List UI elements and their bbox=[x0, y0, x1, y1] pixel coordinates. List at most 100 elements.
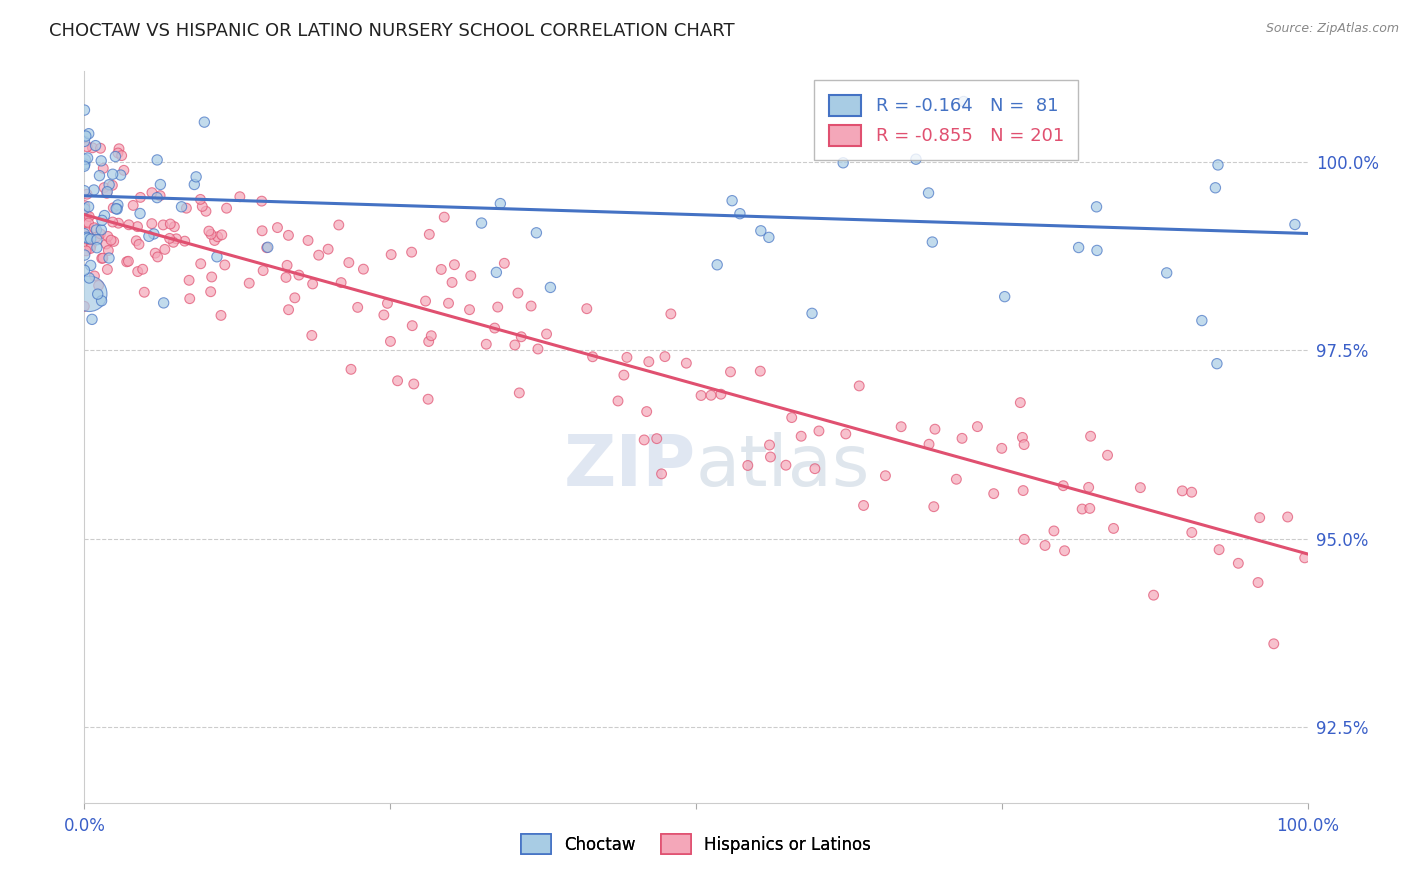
Point bbox=[101, 178, 124, 193]
Point bbox=[80, 238, 103, 252]
Point bbox=[96, 237, 118, 252]
Point bbox=[486, 300, 509, 314]
Point bbox=[73, 184, 96, 198]
Point bbox=[75, 129, 97, 144]
Point bbox=[75, 153, 97, 167]
Point bbox=[204, 234, 226, 248]
Point bbox=[301, 328, 323, 343]
Point bbox=[96, 262, 118, 277]
Point bbox=[377, 296, 399, 310]
Point bbox=[780, 410, 803, 425]
Point bbox=[1171, 483, 1194, 498]
Point bbox=[90, 252, 112, 266]
Point bbox=[720, 365, 742, 379]
Text: Source: ZipAtlas.com: Source: ZipAtlas.com bbox=[1265, 22, 1399, 36]
Point bbox=[209, 309, 232, 323]
Point bbox=[83, 220, 105, 235]
Point bbox=[952, 95, 974, 109]
Point bbox=[700, 388, 723, 402]
Point bbox=[90, 223, 112, 237]
Point bbox=[1012, 483, 1035, 498]
Point bbox=[1284, 218, 1306, 232]
Point bbox=[402, 376, 425, 391]
Point bbox=[98, 178, 121, 192]
Point bbox=[131, 262, 153, 277]
Point bbox=[1043, 524, 1066, 538]
Point bbox=[651, 467, 673, 481]
Point bbox=[758, 438, 780, 452]
Point bbox=[152, 296, 174, 310]
Point bbox=[945, 472, 967, 486]
Point bbox=[103, 201, 125, 215]
Point bbox=[73, 198, 96, 212]
Point bbox=[475, 337, 498, 351]
Point bbox=[645, 432, 668, 446]
Point bbox=[1078, 501, 1101, 516]
Point bbox=[214, 258, 236, 272]
Point bbox=[1077, 480, 1099, 494]
Point bbox=[415, 294, 437, 309]
Point bbox=[749, 364, 772, 378]
Point bbox=[581, 350, 603, 364]
Point bbox=[159, 217, 181, 231]
Point bbox=[921, 235, 943, 249]
Point bbox=[994, 290, 1017, 304]
Point bbox=[256, 240, 278, 254]
Point bbox=[443, 258, 465, 272]
Point bbox=[73, 202, 96, 216]
Point bbox=[520, 299, 543, 313]
Point bbox=[1080, 429, 1102, 443]
Point bbox=[990, 442, 1012, 456]
Point bbox=[274, 270, 297, 285]
Point bbox=[86, 233, 108, 247]
Point bbox=[276, 258, 298, 272]
Point bbox=[266, 220, 288, 235]
Point bbox=[98, 251, 121, 265]
Point bbox=[485, 265, 508, 279]
Point bbox=[143, 246, 166, 260]
Point bbox=[207, 229, 229, 244]
Point bbox=[277, 228, 299, 243]
Point bbox=[284, 291, 307, 305]
Point bbox=[328, 218, 350, 232]
Point bbox=[1142, 588, 1164, 602]
Point bbox=[950, 431, 973, 445]
Point bbox=[77, 286, 100, 301]
Point bbox=[96, 185, 118, 199]
Point bbox=[103, 235, 125, 249]
Point bbox=[297, 234, 319, 248]
Point bbox=[848, 379, 870, 393]
Point bbox=[122, 198, 145, 212]
Point bbox=[91, 213, 114, 227]
Point bbox=[804, 461, 827, 475]
Point bbox=[97, 229, 120, 244]
Point bbox=[89, 227, 111, 241]
Point bbox=[91, 161, 114, 176]
Point bbox=[105, 202, 128, 216]
Point bbox=[238, 276, 260, 290]
Point bbox=[141, 186, 163, 200]
Point bbox=[832, 156, 855, 170]
Point bbox=[637, 355, 659, 369]
Point bbox=[1181, 525, 1204, 540]
Point bbox=[494, 256, 516, 270]
Point bbox=[105, 202, 128, 216]
Point bbox=[125, 234, 148, 248]
Point bbox=[1102, 521, 1125, 535]
Point bbox=[416, 392, 439, 407]
Point bbox=[675, 356, 697, 370]
Point bbox=[308, 248, 330, 262]
Point bbox=[470, 216, 492, 230]
Point bbox=[737, 458, 759, 473]
Point bbox=[1085, 244, 1108, 258]
Point bbox=[76, 151, 98, 165]
Point bbox=[1277, 510, 1299, 524]
Point bbox=[146, 153, 169, 167]
Point bbox=[127, 219, 149, 234]
Point bbox=[141, 217, 163, 231]
Point bbox=[115, 254, 138, 268]
Point bbox=[73, 103, 96, 117]
Point bbox=[75, 207, 97, 221]
Point bbox=[401, 245, 423, 260]
Point bbox=[86, 223, 108, 237]
